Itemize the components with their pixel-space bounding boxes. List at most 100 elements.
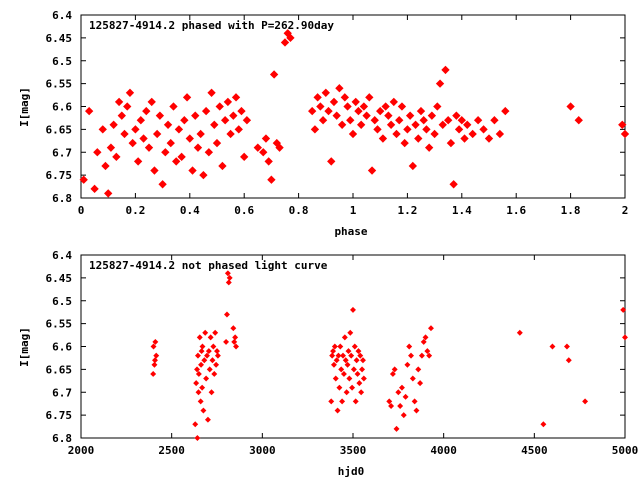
data-point: [351, 97, 360, 107]
data-point: [349, 384, 356, 391]
data-point: [203, 375, 210, 382]
data-point: [101, 161, 110, 171]
data-point: [210, 343, 217, 350]
y-tick-label: 6.75: [46, 409, 73, 422]
data-point: [194, 435, 201, 441]
data-point: [225, 279, 232, 286]
data-point: [133, 157, 143, 166]
data-point: [193, 380, 200, 387]
data-point: [332, 111, 341, 120]
y-axis-label: I[mag]: [18, 87, 31, 127]
data-point: [354, 106, 363, 116]
data-point: [163, 120, 173, 129]
data-point: [198, 361, 205, 368]
data-point: [152, 338, 159, 345]
data-point: [516, 329, 523, 336]
data-point: [408, 352, 414, 359]
data-point: [395, 116, 404, 125]
data-point: [397, 403, 404, 409]
data-point: [185, 134, 194, 143]
y-tick-label: 6.45: [46, 272, 73, 285]
data-point: [342, 357, 349, 364]
data-point: [495, 129, 505, 139]
data-point: [261, 134, 271, 143]
data-point: [195, 389, 202, 396]
data-point: [207, 88, 216, 97]
data-point: [473, 116, 483, 125]
data-point: [418, 352, 425, 359]
data-point: [484, 134, 494, 143]
data-point: [406, 343, 413, 350]
phased-light-curve-panel: 125827-4914.2 phased with P=262.90day ph…: [18, 9, 630, 238]
data-point: [336, 384, 343, 391]
data-point: [131, 125, 140, 134]
data-point: [286, 33, 295, 43]
y-tick-label: 6.4: [52, 249, 72, 262]
data-point: [337, 343, 344, 350]
data-point: [218, 161, 227, 171]
data-point: [384, 111, 393, 120]
data-point: [376, 106, 385, 116]
data-point: [117, 111, 126, 120]
data-point: [354, 370, 361, 377]
data-point: [90, 184, 99, 194]
data-point: [188, 166, 197, 175]
data-point: [340, 370, 347, 377]
chart-title: 125827-4914.2 not phased light curve: [89, 259, 328, 272]
data-point: [106, 143, 116, 152]
data-point: [237, 106, 246, 116]
x-tick-label: 1.8: [561, 204, 581, 217]
x-tick-label: 0: [78, 204, 85, 217]
data-point: [441, 65, 450, 75]
x-axis-label: hjd0: [338, 465, 365, 478]
data-point: [193, 143, 203, 152]
data-point: [389, 370, 396, 377]
data-point: [212, 329, 219, 336]
data-point: [104, 189, 113, 198]
data-point: [198, 348, 205, 355]
data-points: [150, 270, 628, 441]
data-point: [327, 157, 336, 166]
data-point: [438, 120, 447, 129]
x-tick-label: 3000: [249, 444, 276, 457]
data-point: [230, 325, 237, 332]
data-point: [204, 416, 211, 423]
data-point: [340, 93, 350, 102]
data-point: [490, 116, 499, 125]
data-point: [360, 357, 366, 364]
data-point: [566, 102, 575, 111]
data-point: [310, 125, 320, 134]
data-point: [335, 84, 344, 93]
data-point: [424, 143, 434, 152]
data-point: [147, 97, 156, 107]
data-point: [388, 403, 395, 409]
y-tick-label: 6.7: [52, 146, 72, 159]
data-point: [339, 398, 346, 405]
data-point: [400, 138, 409, 148]
data-point: [114, 97, 124, 107]
data-point: [350, 306, 356, 313]
data-point: [333, 357, 340, 364]
data-point: [340, 352, 346, 359]
data-point: [223, 338, 230, 345]
data-point: [223, 97, 233, 107]
data-point: [200, 407, 207, 414]
data-point: [84, 106, 94, 116]
data-point: [201, 106, 211, 116]
data-point: [205, 348, 212, 355]
y-tick-label: 6.7: [52, 386, 72, 399]
data-point: [415, 366, 422, 373]
data-point: [424, 348, 431, 355]
data-point: [329, 97, 339, 107]
data-point: [224, 311, 230, 318]
data-point: [224, 270, 231, 277]
x-tick-label: 2500: [158, 444, 185, 457]
data-point: [174, 125, 184, 134]
data-point: [433, 102, 442, 111]
data-point: [192, 421, 199, 428]
data-point: [414, 134, 423, 143]
x-tick-label: 1: [350, 204, 357, 217]
y-tick-label: 6.8: [52, 192, 72, 205]
data-point: [269, 70, 279, 79]
data-point: [142, 106, 151, 116]
